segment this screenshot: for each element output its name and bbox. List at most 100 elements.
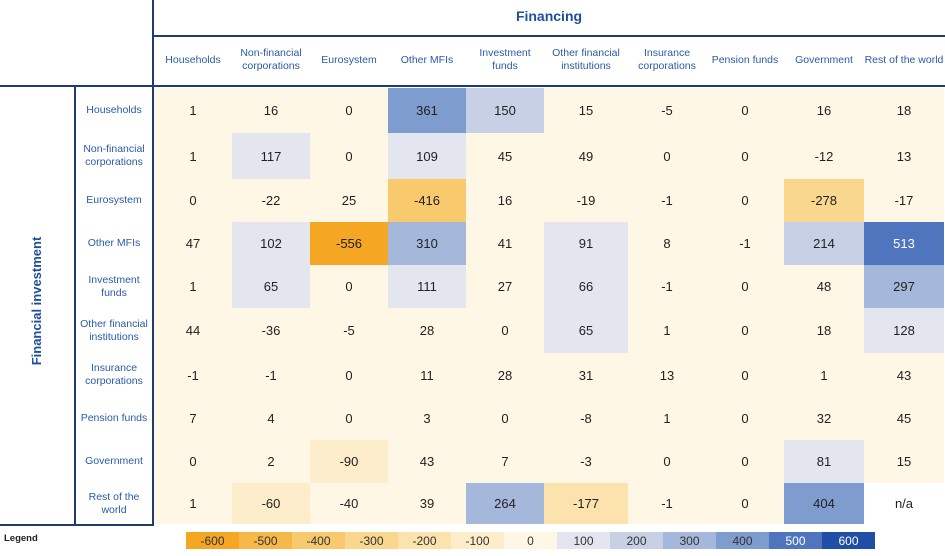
heatmap-cell: -8: [544, 397, 628, 440]
heatmap-cell: -416: [388, 179, 466, 222]
legend-swatch: 0: [504, 532, 557, 549]
heatmap-cell: 150: [466, 88, 544, 133]
heatmap-cell: 1: [628, 308, 706, 353]
heatmap-cell: 18: [784, 308, 864, 353]
heatmap-cell: 513: [864, 222, 944, 265]
heatmap-cell: n/a: [864, 483, 944, 524]
heatmap-cell: 297: [864, 265, 944, 308]
heatmap-cell: 43: [864, 353, 944, 397]
heatmap-cell: 1: [154, 133, 232, 179]
heatmap-cell: 0: [706, 440, 784, 483]
legend-swatch: 200: [610, 532, 663, 549]
legend-swatch: -400: [292, 532, 345, 549]
heatmap-cell: 7: [154, 397, 232, 440]
heatmap-cell: 361: [388, 88, 466, 133]
legend-swatch: -200: [398, 532, 451, 549]
legend-swatch: 300: [663, 532, 716, 549]
heatmap-cell: 28: [466, 353, 544, 397]
heatmap-cell: 0: [310, 133, 388, 179]
row-header: Pension funds: [80, 412, 148, 424]
heatmap-cell: -1: [628, 483, 706, 524]
heatmap-cell: 66: [544, 265, 628, 308]
heatmap-cell: 0: [310, 265, 388, 308]
top-left-frame-vertical: [152, 0, 154, 37]
heatmap-cell: 1: [154, 483, 232, 524]
heatmap-cell: -3: [544, 440, 628, 483]
heatmap-cell: 49: [544, 133, 628, 179]
column-header: Eurosystem: [321, 53, 377, 66]
heatmap-cell: 45: [466, 133, 544, 179]
heatmap-cell: 0: [628, 133, 706, 179]
legend-swatch: 600: [822, 532, 875, 549]
heatmap-cell: 15: [864, 440, 944, 483]
heatmap-cell: 128: [864, 308, 944, 353]
row-header: Investment funds: [88, 273, 140, 299]
heatmap-cell: 0: [310, 88, 388, 133]
row-header: Insurance corporations: [85, 362, 143, 387]
heatmap-cell: 0: [466, 308, 544, 353]
heatmap-cell: 28: [388, 308, 466, 353]
column-header: Non-financial corporations: [240, 47, 302, 72]
heatmap-cell: 48: [784, 265, 864, 308]
row-header: Households: [86, 104, 142, 116]
heatmap-cell: 1: [784, 353, 864, 397]
heatmap-cell: 25: [310, 179, 388, 222]
heatmap-cell: -5: [310, 308, 388, 353]
heatmap-cell: 2: [232, 440, 310, 483]
legend-swatch: 100: [557, 532, 610, 549]
heatmap-cell: -19: [544, 179, 628, 222]
heatmap-cell: 13: [628, 353, 706, 397]
heatmap-cell: 0: [466, 397, 544, 440]
row-header: Government: [85, 455, 143, 467]
heatmap-cell: 1: [154, 88, 232, 133]
heatmap-cell: 1: [154, 265, 232, 308]
heatmap-cell: 44: [154, 308, 232, 353]
column-header: Investment funds: [479, 47, 531, 72]
heatmap-cell: 13: [864, 133, 944, 179]
heatmap-cell: -60: [232, 483, 310, 524]
heatmap-cell: 27: [466, 265, 544, 308]
heatmap-cell: 43: [388, 440, 466, 483]
grid-frame-bottom: [0, 524, 154, 526]
heatmap-cell: 39: [388, 483, 466, 524]
legend-swatch: -600: [186, 532, 239, 549]
heatmap-cell: 47: [154, 222, 232, 265]
heatmap-cell: -17: [864, 179, 944, 222]
heatmap-cell: 264: [466, 483, 544, 524]
heatmap-cell: 65: [544, 308, 628, 353]
row-header: Rest of the world: [88, 490, 140, 516]
grid-frame-top: [0, 85, 945, 87]
row-header: Other financial institutions: [80, 317, 148, 343]
heatmap-cell: 0: [706, 133, 784, 179]
heatmap-cell: -556: [310, 222, 388, 265]
legend-swatch: 500: [769, 532, 822, 549]
row-header-frame-vertical: [152, 85, 154, 526]
column-header: Insurance corporations: [638, 47, 696, 72]
heatmap-cell: 0: [706, 308, 784, 353]
heatmap-cell: 91: [544, 222, 628, 265]
heatmap-cell: 16: [232, 88, 310, 133]
heatmap-cell: -90: [310, 440, 388, 483]
heatmap-cell: 0: [706, 353, 784, 397]
heatmap-cell: 0: [310, 397, 388, 440]
heatmap-cell: -40: [310, 483, 388, 524]
heatmap-cell: 45: [864, 397, 944, 440]
heatmap-cell: 404: [784, 483, 864, 524]
heatmap-cell: -1: [628, 179, 706, 222]
heatmap-cell: 111: [388, 265, 466, 308]
heatmap-cell: 3: [388, 397, 466, 440]
heatmap-cell: 11: [388, 353, 466, 397]
heatmap-cell: 0: [628, 440, 706, 483]
heatmap-cell: -278: [784, 179, 864, 222]
header-frame-vertical: [152, 35, 154, 85]
heatmap-cell: 117: [232, 133, 310, 179]
heatmap-cell: -1: [628, 265, 706, 308]
row-header: Eurosystem: [86, 194, 142, 206]
heatmap-cell: -12: [784, 133, 864, 179]
heatmap-cell: 0: [706, 397, 784, 440]
legend-label: Legend: [4, 533, 38, 544]
row-header: Other MFIs: [87, 237, 141, 249]
column-header: Other MFIs: [400, 53, 454, 66]
column-header: Households: [165, 53, 221, 66]
heatmap-cell: -1: [232, 353, 310, 397]
